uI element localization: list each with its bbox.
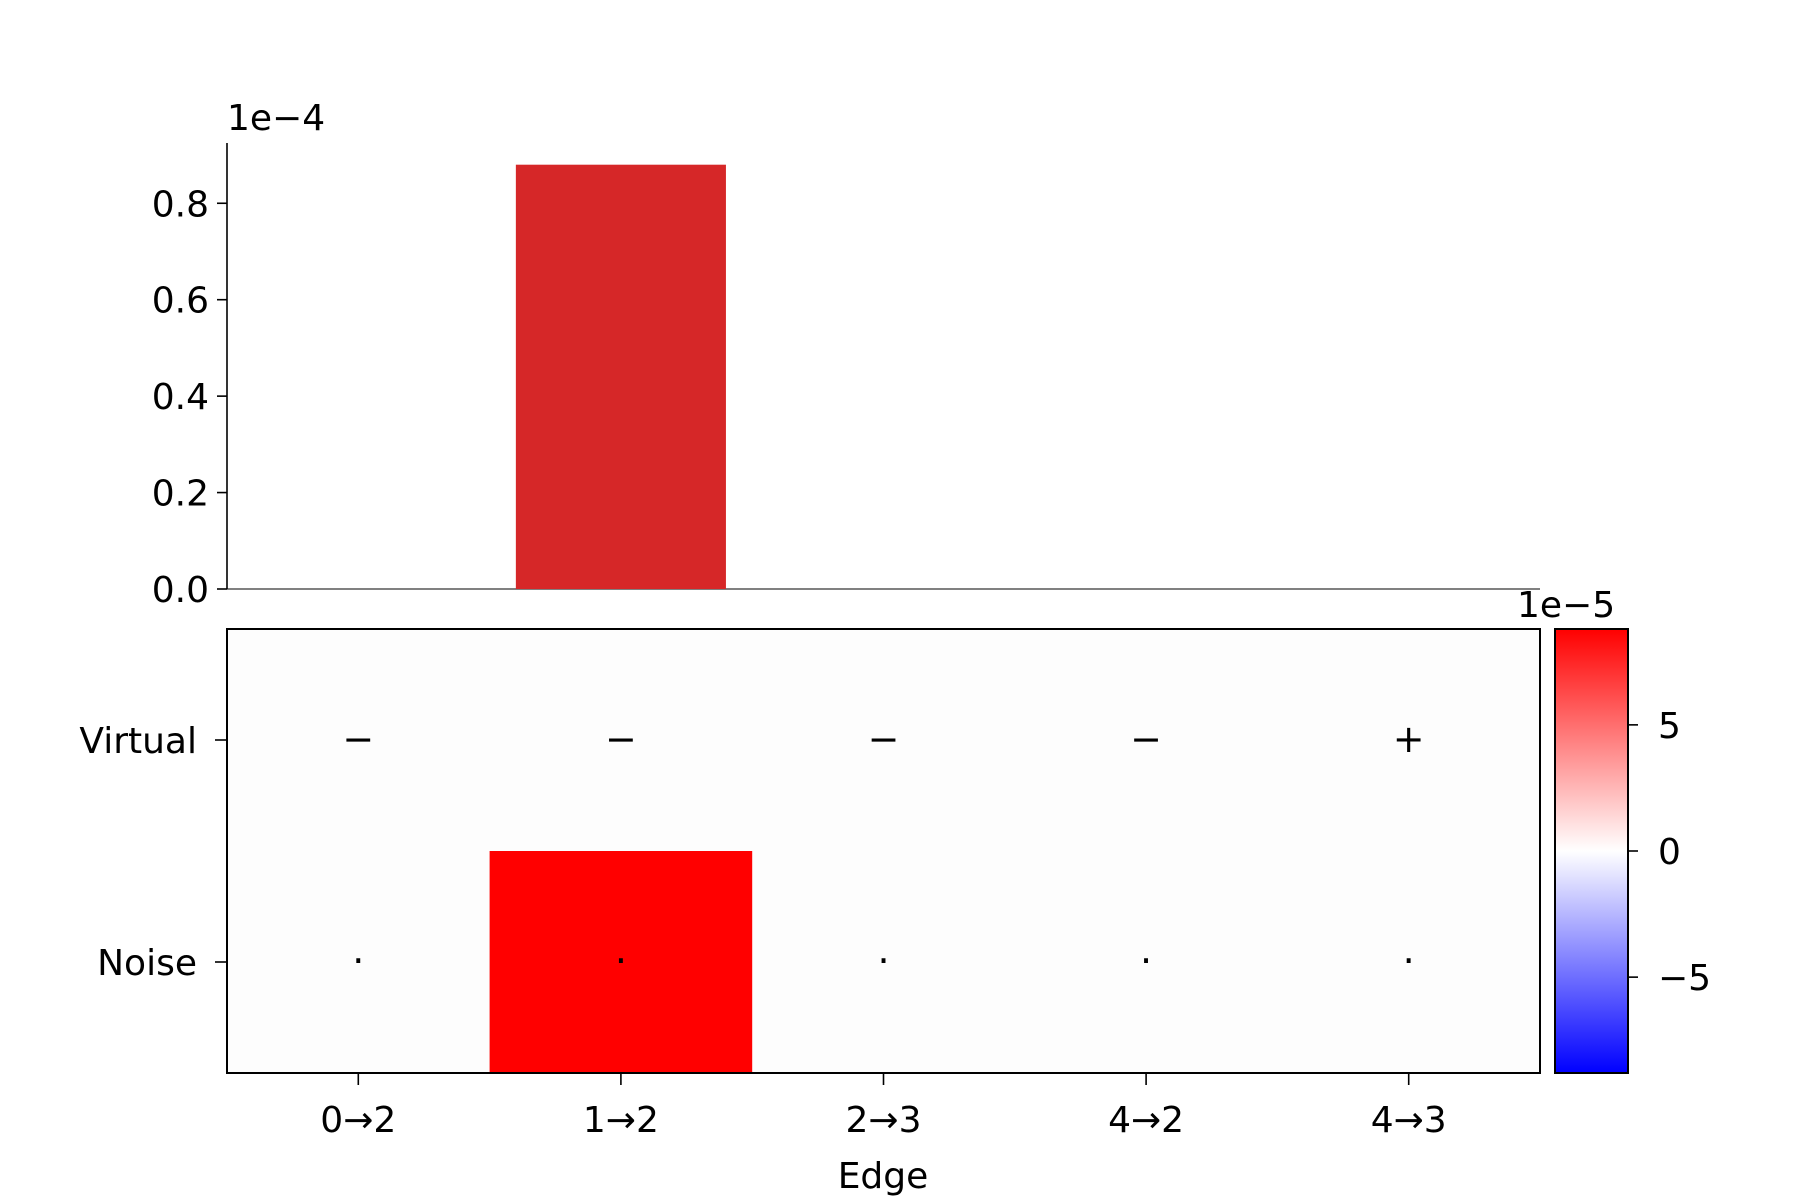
heatmap-x-axis-label: Edge <box>838 1156 929 1197</box>
heatmap-y-tick-label: Virtual <box>79 721 197 762</box>
heatmap-y-ticks: Virtual Noise <box>79 721 227 984</box>
heatmap-cell-1-1 <box>489 851 753 1073</box>
bar-y-axis: 1e−4 0.0 0.2 0.4 0.6 0.8 <box>152 98 325 611</box>
bar-y-offset-label: 1e−4 <box>227 98 325 139</box>
colorbar-tick-label: 0 <box>1658 832 1681 873</box>
heatmap-annotation-1-0: · <box>352 939 364 983</box>
bar-1 <box>515 164 726 589</box>
heatmap-annotation-0-1: − <box>605 717 637 761</box>
colorbar: 1e−5 −5 0 5 <box>1517 585 1711 1074</box>
heatmap-background <box>227 629 1540 1073</box>
bar-chart: 1e−4 0.0 0.2 0.4 0.6 0.8 <box>152 98 1540 611</box>
bar-y-tick-label: 0.4 <box>152 377 209 418</box>
bar-y-tick-label: 0.8 <box>152 184 209 225</box>
bar-y-tick-label: 0.6 <box>152 281 209 322</box>
heatmap-annotation-0-4: + <box>1393 717 1425 761</box>
heatmap-annotation-0-0: − <box>342 717 374 761</box>
heatmap-annotation-1-2: · <box>877 939 889 983</box>
colorbar-tick-label: 5 <box>1658 706 1681 747</box>
heatmap-x-tick-label: 1→2 <box>583 1100 659 1141</box>
heatmap-x-tick-label: 4→3 <box>1371 1100 1447 1141</box>
colorbar-offset-label: 1e−5 <box>1517 585 1615 626</box>
heatmap-annotation-0-2: − <box>868 717 900 761</box>
heatmap-annotation-1-4: · <box>1403 939 1415 983</box>
colorbar-gradient <box>1554 628 1629 1074</box>
heatmap-annotation-1-3: · <box>1140 939 1152 983</box>
heatmap-annotations: − − − − + · · · · · <box>342 717 1424 983</box>
bar-y-ticks: 0.0 0.2 0.4 0.6 0.8 <box>152 184 227 611</box>
heatmap-annotation-0-3: − <box>1130 717 1162 761</box>
heatmap-x-tick-label: 2→3 <box>846 1100 922 1141</box>
heatmap-x-ticks: 0→2 1→2 2→3 4→2 4→3 <box>320 1073 1447 1141</box>
bar-marks <box>515 164 726 589</box>
heatmap-y-tick-label: Noise <box>97 943 197 984</box>
heatmap-x-tick-label: 0→2 <box>320 1100 396 1141</box>
colorbar-tick-label: −5 <box>1658 958 1711 999</box>
bar-y-tick-label: 0.2 <box>152 474 209 515</box>
heatmap-x-tick-label: 4→2 <box>1108 1100 1184 1141</box>
bar-y-tick-label: 0.0 <box>152 570 209 611</box>
colorbar-ticks: −5 0 5 <box>1628 706 1711 999</box>
heatmap-annotation-1-1: · <box>615 939 627 983</box>
heatmap-cells <box>489 851 753 1073</box>
